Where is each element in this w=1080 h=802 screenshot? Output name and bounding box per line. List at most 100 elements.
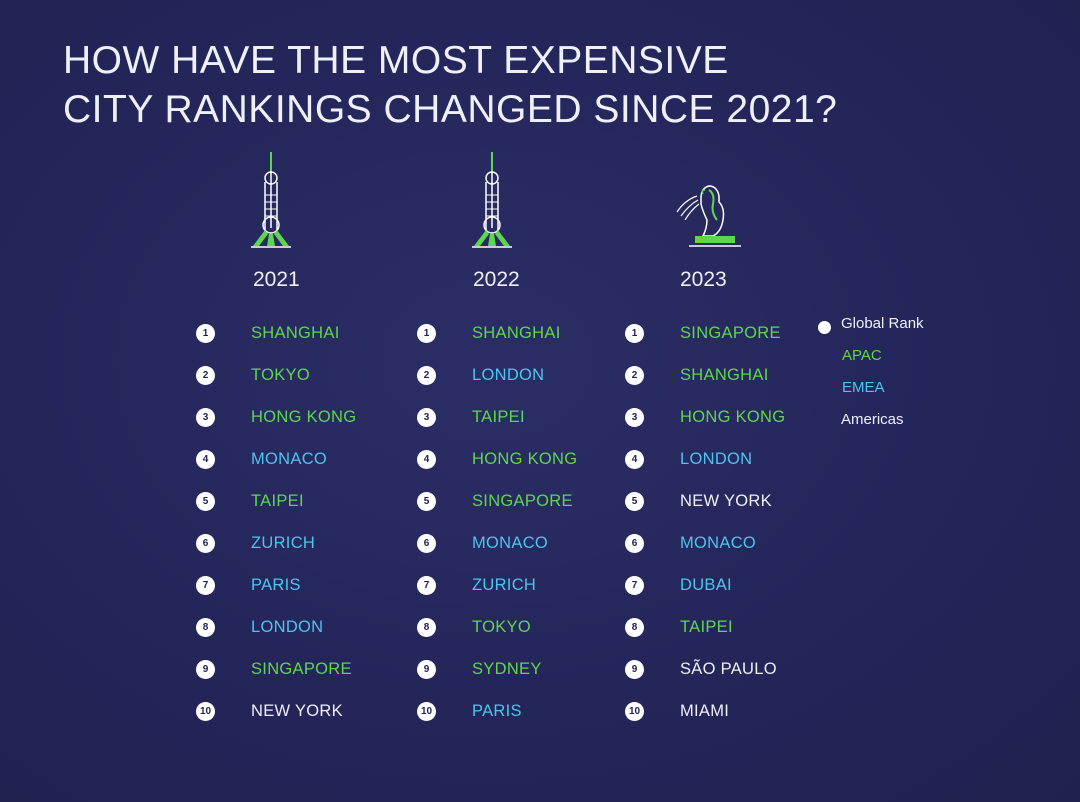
city-name: SYDNEY <box>472 659 542 678</box>
legend-americas: Americas <box>841 411 904 428</box>
ranking-row: 7 ZURICH <box>417 573 536 597</box>
rank-badge: 5 <box>417 491 436 511</box>
city-name: HONG KONG <box>472 449 578 468</box>
ranking-row: 9 SÃO PAULO <box>625 657 777 681</box>
rank-badge: 7 <box>625 575 644 595</box>
city-name: PARIS <box>251 575 301 594</box>
rank-badge: 7 <box>417 575 436 595</box>
rank-badge: 4 <box>196 449 215 469</box>
legend-emea: EMEA <box>842 379 885 396</box>
rank-badge: 1 <box>417 323 436 343</box>
legend-global-rank: Global Rank <box>841 315 924 332</box>
ranking-row: 5 TAIPEI <box>196 489 304 513</box>
rank-badge: 8 <box>625 617 644 637</box>
rank-badge: 8 <box>417 617 436 637</box>
city-name: TAIPEI <box>472 407 525 426</box>
ranking-row: 9 SINGAPORE <box>196 657 352 681</box>
title-line-2: CITY RANKINGS CHANGED SINCE 2021? <box>63 88 838 131</box>
ranking-row: 6 ZURICH <box>196 531 315 555</box>
rank-badge: 4 <box>417 449 436 469</box>
rank-badge: 6 <box>196 533 215 553</box>
rank-badge: 6 <box>625 533 644 553</box>
ranking-row: 5 SINGAPORE <box>417 489 573 513</box>
rank-badge: 10 <box>196 701 215 721</box>
city-name: HONG KONG <box>251 407 357 426</box>
city-name: ZURICH <box>251 533 316 552</box>
rank-badge: 2 <box>625 365 644 385</box>
rank-badge: 2 <box>196 365 215 385</box>
rank-badge: 10 <box>417 701 436 721</box>
ranking-row: 2 SHANGHAI <box>625 363 768 387</box>
oriental-pearl-tower-icon <box>452 150 532 255</box>
global-rank-dot-icon <box>818 321 831 334</box>
city-name: SINGAPORE <box>680 323 781 342</box>
city-name: LONDON <box>680 449 753 468</box>
oriental-pearl-tower-icon <box>231 150 311 255</box>
rank-badge: 3 <box>196 407 215 427</box>
rank-badge: 4 <box>625 449 644 469</box>
ranking-row: 3 HONG KONG <box>196 405 356 429</box>
city-name: TOKYO <box>251 365 310 384</box>
city-name: PARIS <box>472 701 522 720</box>
ranking-row: 8 TOKYO <box>417 615 531 639</box>
ranking-row: 6 MONACO <box>625 531 756 555</box>
city-name: DUBAI <box>680 575 732 594</box>
merlion-icon <box>673 150 753 255</box>
city-name: LONDON <box>251 617 324 636</box>
rank-badge: 9 <box>417 659 436 679</box>
ranking-row: 8 LONDON <box>196 615 323 639</box>
ranking-row: 7 DUBAI <box>625 573 732 597</box>
ranking-row: 4 MONACO <box>196 447 327 471</box>
city-name: MONACO <box>251 449 328 468</box>
ranking-row: 4 HONG KONG <box>417 447 577 471</box>
ranking-row: 10 MIAMI <box>625 699 729 723</box>
ranking-row: 2 LONDON <box>417 363 544 387</box>
city-name: TAIPEI <box>680 617 733 636</box>
city-name: NEW YORK <box>680 491 772 510</box>
ranking-row: 5 NEW YORK <box>625 489 772 513</box>
city-name: SHANGHAI <box>472 323 561 342</box>
city-name: TAIPEI <box>251 491 304 510</box>
ranking-row: 1 SHANGHAI <box>196 321 339 345</box>
city-name: ZURICH <box>472 575 537 594</box>
ranking-row: 4 LONDON <box>625 447 752 471</box>
city-name: MIAMI <box>680 701 730 720</box>
ranking-row: 3 HONG KONG <box>625 405 785 429</box>
rank-badge: 9 <box>196 659 215 679</box>
rank-badge: 6 <box>417 533 436 553</box>
year-label: 2023 <box>680 268 727 291</box>
rank-badge: 3 <box>417 407 436 427</box>
rank-badge: 10 <box>625 701 644 721</box>
city-name: MONACO <box>680 533 757 552</box>
rank-badge: 1 <box>196 323 215 343</box>
city-name: LONDON <box>472 365 545 384</box>
city-name: TOKYO <box>472 617 531 636</box>
rank-badge: 2 <box>417 365 436 385</box>
city-name: SÃO PAULO <box>680 659 777 678</box>
ranking-row: 6 MONACO <box>417 531 548 555</box>
ranking-row: 9 SYDNEY <box>417 657 541 681</box>
city-name: SHANGHAI <box>680 365 769 384</box>
ranking-row: 2 TOKYO <box>196 363 310 387</box>
legend-apac: APAC <box>842 347 882 364</box>
ranking-row: 8 TAIPEI <box>625 615 733 639</box>
city-name: SINGAPORE <box>251 659 352 678</box>
year-label: 2022 <box>473 268 520 291</box>
ranking-row: 7 PARIS <box>196 573 300 597</box>
title-line-1: HOW HAVE THE MOST EXPENSIVE <box>63 39 729 82</box>
ranking-row: 10 PARIS <box>417 699 521 723</box>
rank-badge: 7 <box>196 575 215 595</box>
rank-badge: 5 <box>625 491 644 511</box>
rank-badge: 3 <box>625 407 644 427</box>
ranking-row: 10 NEW YORK <box>196 699 343 723</box>
city-name: NEW YORK <box>251 701 343 720</box>
ranking-row: 1 SHANGHAI <box>417 321 560 345</box>
ranking-row: 3 TAIPEI <box>417 405 525 429</box>
city-name: HONG KONG <box>680 407 786 426</box>
ranking-row: 1 SINGAPORE <box>625 321 781 345</box>
city-name: SHANGHAI <box>251 323 340 342</box>
city-name: MONACO <box>472 533 549 552</box>
rank-badge: 8 <box>196 617 215 637</box>
rank-badge: 1 <box>625 323 644 343</box>
rank-badge: 9 <box>625 659 644 679</box>
